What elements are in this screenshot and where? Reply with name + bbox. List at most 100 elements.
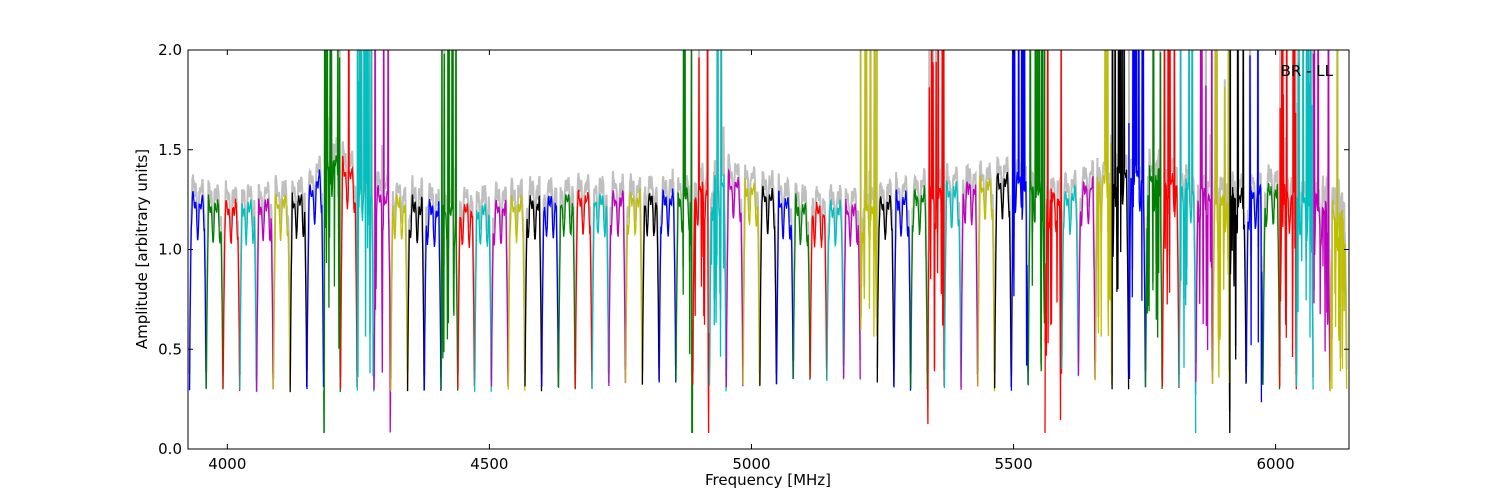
channel-line (1061, 184, 1079, 377)
x-tick-label: 5500 (994, 455, 1032, 473)
channel-line (490, 199, 509, 387)
x-axis-label: Frequency [MHz] (705, 471, 831, 489)
background-channel-line (1060, 169, 1080, 363)
channel-line (1228, 50, 1247, 434)
background-channel-line (809, 186, 828, 369)
channel-line (356, 50, 375, 392)
channel-line (557, 193, 576, 390)
channel-line (1144, 50, 1163, 390)
channel-line (591, 193, 610, 390)
channel-line (725, 168, 744, 388)
channel-line (406, 194, 425, 392)
channel-line (289, 192, 308, 393)
background-channel-line (188, 174, 208, 375)
channel-line (1111, 50, 1130, 390)
background-channel-line (389, 182, 409, 380)
background-channel-line (976, 160, 996, 372)
x-tick-label: 4000 (208, 455, 246, 473)
channel-line (910, 185, 928, 390)
channel-line (742, 177, 761, 387)
y-tick-label: 0.5 (158, 340, 182, 358)
background-channel-line (708, 50, 727, 377)
channel-line (1295, 50, 1314, 390)
channel-line (1279, 50, 1297, 390)
channel-line (1161, 50, 1180, 389)
channel-line (608, 189, 627, 387)
channel-line (222, 198, 241, 392)
y-axis-label: Amplitude [arbitrary units] (133, 149, 151, 349)
baseline-annotation: BR - LL (1281, 62, 1334, 80)
channel-line (1312, 50, 1331, 391)
channel-line (256, 198, 274, 392)
y-tick-label: 2.0 (158, 41, 182, 59)
x-tick-label: 5000 (732, 455, 770, 473)
channel-line (1044, 50, 1063, 434)
channel-line (239, 199, 258, 392)
channel-line (574, 189, 593, 389)
background-channel-line (289, 176, 308, 373)
background-channel-line (507, 177, 526, 376)
channel-line (323, 50, 341, 434)
channel-line (1329, 50, 1348, 392)
channel-line (1195, 50, 1214, 384)
background-channel-line (775, 173, 795, 370)
channel-line (205, 194, 224, 390)
channel-line (859, 50, 878, 337)
channel-line (373, 50, 392, 433)
background-channel-line (1262, 164, 1281, 375)
y-tick-label: 1.5 (158, 141, 182, 159)
channel-line (893, 189, 912, 391)
channel-line (792, 193, 811, 380)
channel-line (926, 50, 945, 425)
channel-line (1262, 182, 1281, 390)
channel-line (658, 188, 677, 383)
background-channel-line (1211, 50, 1231, 371)
y-tick-label: 0.0 (158, 440, 182, 458)
background-channel-line (473, 185, 493, 380)
background-channel-line (1044, 50, 1063, 355)
channel-line (759, 185, 778, 386)
background-channel-line (893, 172, 912, 376)
background-channel-line (1077, 160, 1096, 361)
channel-line (474, 202, 492, 392)
channel-line (826, 198, 845, 382)
channel-line (775, 190, 794, 385)
tick-layer: 4000 4500 5000 5500 6000 0.0 0.5 1.0 1.5 2.0 (158, 41, 1349, 473)
channel-line (943, 179, 962, 389)
background-channel-line (540, 177, 560, 376)
channel-line (541, 195, 559, 388)
x-tick-label: 6000 (1257, 455, 1295, 473)
background-channel-line (205, 180, 224, 376)
background-channel-line (725, 153, 744, 371)
background-channel-line (490, 181, 509, 370)
channel-line (977, 174, 996, 392)
channel-line (188, 190, 207, 391)
background-channel-line (591, 175, 610, 373)
channel-line (1010, 50, 1029, 391)
background-channel-line (339, 50, 358, 377)
channel-line (876, 195, 895, 387)
channel-line (641, 192, 660, 385)
channel-line (1077, 176, 1096, 380)
background-channel-line (456, 186, 476, 374)
channel-line (675, 50, 694, 434)
channel-line (843, 198, 861, 380)
channel-line (708, 50, 727, 392)
channel-line (625, 188, 643, 386)
channel-line (390, 194, 409, 391)
background-channel-line (406, 175, 426, 376)
background-channel-line (557, 176, 577, 375)
series-layer (188, 50, 1348, 434)
channel-line (1245, 50, 1264, 403)
channel-line (440, 50, 459, 391)
x-tick-label: 4500 (470, 455, 508, 473)
background-channel-line (1194, 50, 1214, 371)
channel-line (1178, 50, 1197, 434)
channel-line (994, 171, 1012, 389)
channel-line (524, 195, 543, 392)
channel-line (272, 193, 291, 389)
channel-line (507, 194, 526, 391)
channel-line (1027, 50, 1046, 386)
background-channel-line (691, 50, 711, 373)
